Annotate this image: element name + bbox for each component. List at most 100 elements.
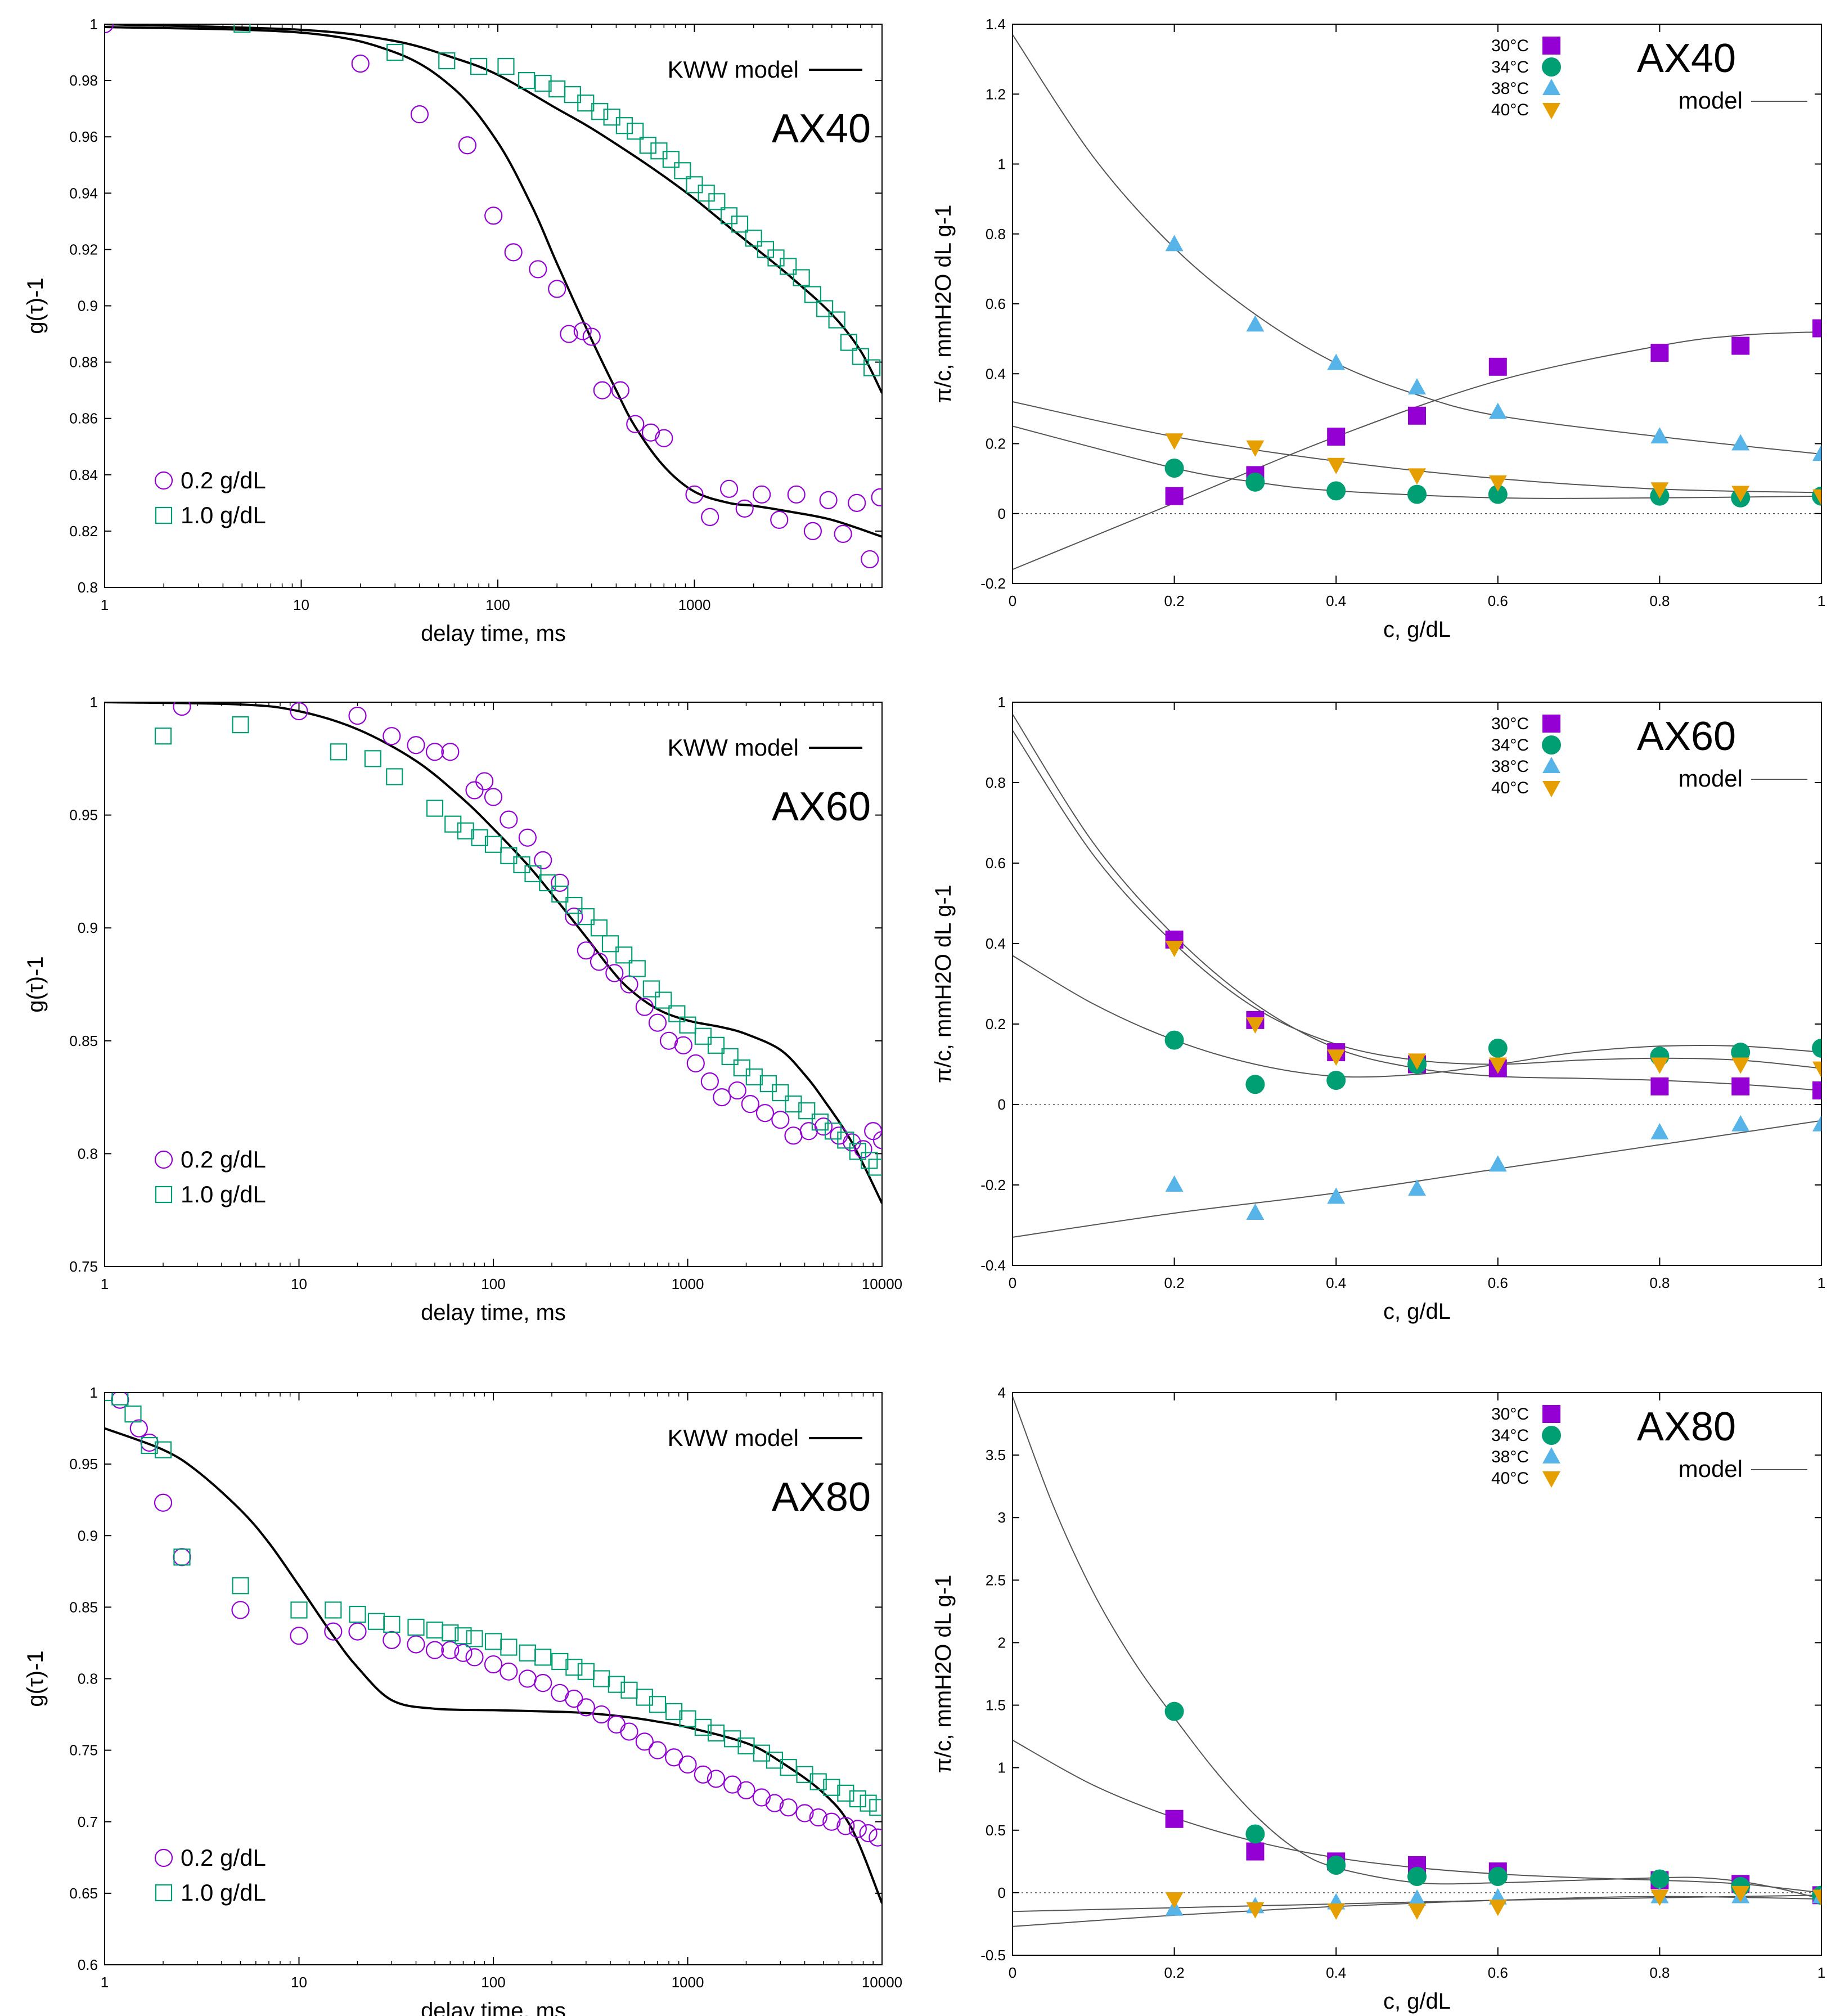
- y-tick-label: 0.8: [78, 1671, 98, 1687]
- y-tick-label: 0.6: [78, 1956, 98, 1973]
- legend-label-1: 1.0 g/dL: [181, 1879, 266, 1906]
- data-point: [441, 1641, 460, 1659]
- data-point: [438, 52, 456, 70]
- legend-label-3: 40°C: [1491, 779, 1529, 797]
- y-tick-label: -0.2: [980, 1177, 1006, 1193]
- plot-content: [1013, 34, 1821, 571]
- data-point: [1812, 1115, 1821, 1132]
- y-tick-label: 1.2: [986, 86, 1006, 102]
- data-point: [582, 327, 601, 346]
- series-0: [105, 24, 882, 569]
- data-point: [1812, 444, 1821, 461]
- data-point: [590, 953, 609, 971]
- data-point: [685, 485, 704, 504]
- data-point: [551, 1653, 569, 1671]
- x-tick-label: 0.4: [1326, 1964, 1346, 1981]
- legend-model-label: model: [1679, 1456, 1743, 1482]
- y-tick-label: 0.85: [69, 1599, 98, 1615]
- data-point: [1327, 353, 1346, 370]
- y-tick-label: 0: [998, 1096, 1006, 1113]
- data-point: [471, 829, 488, 846]
- data-point: [141, 1436, 158, 1454]
- y-axis-title: π/c, mmH2O dL g-1: [931, 205, 956, 403]
- data-point: [1731, 336, 1750, 355]
- data-point: [457, 822, 474, 839]
- data-point: [330, 743, 348, 761]
- data-point: [1246, 1902, 1265, 1919]
- data-point: [364, 750, 381, 767]
- y-tick-label: 0.4: [986, 935, 1006, 952]
- data-point: [465, 1648, 484, 1667]
- legend-label-0: 30°C: [1491, 715, 1529, 733]
- model-curve-3: [1013, 401, 1821, 493]
- data-point: [1650, 482, 1669, 499]
- plot-frame: [1012, 1392, 1822, 1956]
- data-point: [779, 1798, 798, 1817]
- data-point: [1165, 1810, 1184, 1828]
- model-curve-0: [1013, 713, 1821, 1091]
- model-curve-0: [1013, 331, 1821, 571]
- x-tick-label: 10000: [862, 1276, 902, 1292]
- data-point: [719, 479, 739, 498]
- data-point: [837, 1132, 854, 1149]
- y-tick-label: 0.7: [78, 1813, 98, 1830]
- legend-marker-0: [1542, 37, 1560, 55]
- x-tick-label: 0.8: [1649, 1274, 1670, 1291]
- y-tick-label: 0.4: [986, 365, 1006, 382]
- data-point: [173, 1548, 191, 1566]
- data-point: [694, 1027, 712, 1045]
- data-point: [324, 1622, 343, 1641]
- y-axis-title: π/c, mmH2O dL g-1: [931, 884, 956, 1083]
- data-point: [154, 1493, 173, 1512]
- data-point: [872, 1131, 882, 1150]
- data-point: [798, 1102, 816, 1120]
- data-point: [659, 1031, 678, 1050]
- data-point: [811, 1113, 829, 1131]
- data-point: [655, 429, 673, 447]
- data-point: [745, 1068, 763, 1086]
- data-point: [232, 716, 249, 734]
- y-tick-label: 0.6: [986, 855, 1006, 872]
- data-point: [565, 896, 583, 914]
- data-point: [1731, 486, 1750, 502]
- data-point: [679, 1710, 696, 1727]
- x-axis-title: delay time, ms: [421, 1999, 566, 2016]
- data-point: [843, 1133, 861, 1152]
- data-point: [1246, 1842, 1265, 1861]
- data-point: [828, 311, 845, 329]
- data-point: [386, 768, 403, 785]
- data-point: [814, 1117, 833, 1136]
- data-point: [426, 800, 444, 817]
- y-tick-label: 0.2: [986, 1016, 1006, 1032]
- data-point: [724, 1730, 741, 1748]
- data-point: [620, 1722, 638, 1741]
- data-point: [111, 1393, 129, 1406]
- data-point: [1731, 434, 1750, 451]
- x-tick-label: 100: [481, 1974, 505, 1991]
- data-point: [534, 851, 552, 869]
- data-point: [524, 865, 542, 883]
- data-point: [484, 788, 503, 806]
- data-point: [615, 117, 633, 134]
- data-point: [1408, 1179, 1426, 1196]
- series-1: [233, 24, 881, 376]
- data-point: [565, 1689, 583, 1708]
- y-tick-label: 0: [998, 1884, 1006, 1901]
- data-point: [534, 1649, 552, 1666]
- legend-marker-2: [1542, 757, 1560, 773]
- data-point: [290, 1601, 308, 1619]
- x-tick-label: 0.6: [1488, 592, 1508, 609]
- legend-marker-0: [154, 471, 173, 490]
- x-tick-label: 0.4: [1326, 592, 1346, 609]
- x-tick-label: 0.8: [1649, 1964, 1670, 1981]
- data-point: [809, 1808, 827, 1827]
- y-tick-label: 0.8: [986, 226, 1006, 243]
- data-point: [383, 727, 401, 746]
- data-point: [173, 702, 191, 716]
- data-point: [1246, 440, 1265, 457]
- data-point: [635, 998, 654, 1016]
- x-tick-label: 1: [1817, 1964, 1825, 1981]
- y-tick-label: 0.9: [78, 1527, 98, 1544]
- legend-label-1: 34°C: [1491, 736, 1529, 755]
- x-tick-label: 100: [485, 596, 510, 613]
